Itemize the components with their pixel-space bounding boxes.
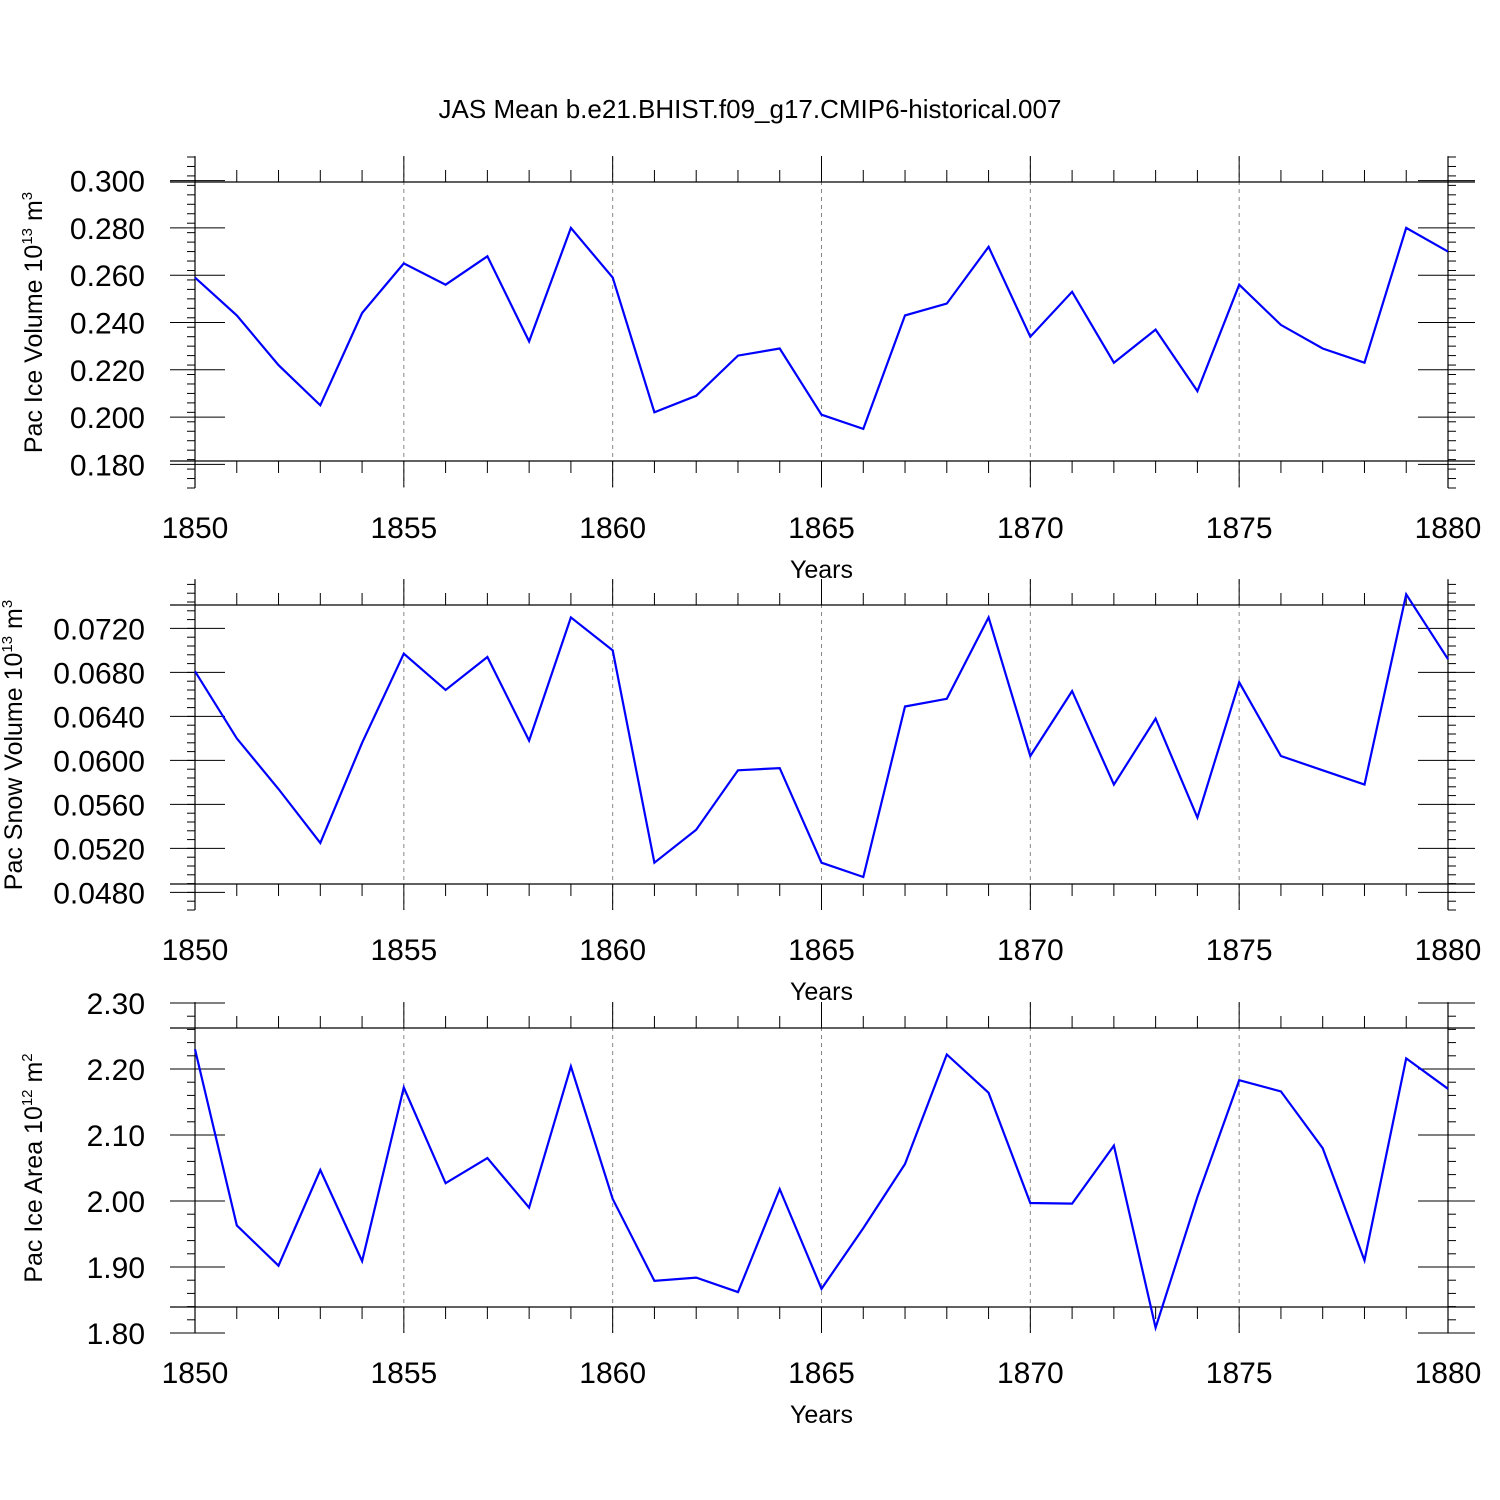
x-tick-label: 1855 xyxy=(370,934,437,967)
x-tick-label: 1870 xyxy=(997,934,1064,967)
y-tick-label: 0.0480 xyxy=(53,877,145,910)
x-tick-label: 1865 xyxy=(788,512,855,545)
x-tick-label: 1880 xyxy=(1415,1357,1482,1390)
x-tick-label: 1875 xyxy=(1206,1357,1273,1390)
panel-2: 0.0480 0.0520 0.0560 0.0600 0.0640 0.0680 0.07… xyxy=(0,579,1481,1006)
y-axis-label-exp: 13 xyxy=(19,228,36,245)
x-tick-label: 1870 xyxy=(997,1357,1064,1390)
chart-title: JAS Mean b.e21.BHIST.f09_g17.CMIP6-histo… xyxy=(439,94,1062,124)
y-tick-label: 2.10 xyxy=(87,1120,145,1153)
y-tick-label: 0.280 xyxy=(70,213,145,246)
y-tick-label: 0.220 xyxy=(70,355,145,388)
y-axis-label-unit-exp: 2 xyxy=(19,1053,36,1061)
x-axis-label: Years xyxy=(790,978,853,1006)
x-tick-label: 1865 xyxy=(788,1357,855,1390)
y-tick-label: 0.0720 xyxy=(53,613,145,646)
y-axis-label-unit-exp: 3 xyxy=(19,192,36,200)
y-axis-label-unit-exp: 3 xyxy=(0,600,16,608)
x-tick-label: 1860 xyxy=(579,934,646,967)
y-tick-label: 1.90 xyxy=(87,1252,145,1285)
y-tick-label: 0.240 xyxy=(70,308,145,341)
y-tick-label: 0.180 xyxy=(70,449,145,482)
y-axis-label: Pac Ice Volume 1013 m3 xyxy=(19,192,48,453)
x-tick-label: 1870 xyxy=(997,512,1064,545)
x-tick-label: 1850 xyxy=(162,512,229,545)
x-tick-label: 1855 xyxy=(370,512,437,545)
y-axis-label-exp: 12 xyxy=(19,1089,36,1106)
y-tick-label: 0.300 xyxy=(70,166,145,199)
y-tick-label: 2.00 xyxy=(87,1186,145,1219)
x-tick-label: 1875 xyxy=(1206,934,1273,967)
y-axis-label-text: Pac Snow Volume 10 xyxy=(0,653,28,891)
y-tick-label: 0.200 xyxy=(70,402,145,435)
x-tick-label: 1875 xyxy=(1206,512,1273,545)
x-tick-label: 1860 xyxy=(579,512,646,545)
x-tick-label: 1880 xyxy=(1415,512,1482,545)
y-axis-label: Pac Ice Area 1012 m2 xyxy=(19,1053,48,1282)
x-axis-label: Years xyxy=(790,1401,853,1429)
x-tick-label: 1850 xyxy=(162,1357,229,1390)
x-tick-label: 1855 xyxy=(370,1357,437,1390)
y-tick-label: 0.0520 xyxy=(53,833,145,866)
y-tick-label: 0.0680 xyxy=(53,657,145,690)
y-axis-label-unit: m xyxy=(20,1062,48,1090)
y-axis-label: Pac Snow Volume 1013 m3 xyxy=(0,600,28,890)
y-tick-label: 0.260 xyxy=(70,260,145,293)
x-tick-label: 1865 xyxy=(788,934,855,967)
y-tick-label: 2.30 xyxy=(87,988,145,1021)
y-axis-label-unit: m xyxy=(0,608,28,636)
x-tick-label: 1860 xyxy=(579,1357,646,1390)
y-axis-label-unit: m xyxy=(20,200,48,228)
y-tick-label: 0.0600 xyxy=(53,745,145,778)
y-tick-label: 1.80 xyxy=(87,1318,145,1351)
y-axis-label-exp: 13 xyxy=(0,636,16,653)
y-axis-label-text: Pac Ice Area 10 xyxy=(20,1106,48,1283)
panel-3: 1.80 1.90 2.00 2.10 2.20 2.30 1850 1855 1860 1865… xyxy=(19,988,1481,1429)
y-tick-label: 0.0560 xyxy=(53,789,145,822)
y-tick-label: 0.0640 xyxy=(53,701,145,734)
x-tick-label: 1880 xyxy=(1415,934,1482,967)
x-tick-label: 1850 xyxy=(162,934,229,967)
y-axis-label-text: Pac Ice Volume 10 xyxy=(20,245,48,453)
y-tick-label: 2.20 xyxy=(87,1054,145,1087)
